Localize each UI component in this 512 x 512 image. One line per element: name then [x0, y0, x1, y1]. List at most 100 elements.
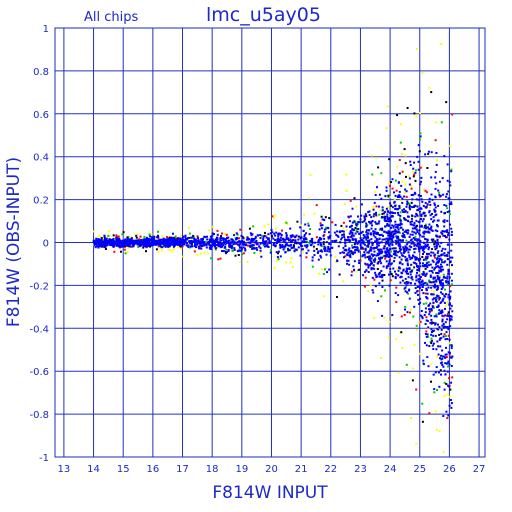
scatter-point	[434, 139, 437, 142]
scatter-point	[285, 236, 288, 239]
scatter-point	[413, 244, 416, 247]
scatter-point	[451, 113, 454, 116]
scatter-point	[385, 189, 388, 192]
scatter-point	[135, 234, 138, 237]
scatter-point	[425, 289, 428, 292]
scatter-point	[344, 244, 347, 247]
scatter-point	[428, 313, 431, 316]
scatter-point	[424, 189, 427, 192]
scatter-point	[325, 253, 328, 256]
scatter-point	[394, 212, 397, 215]
scatter-point	[406, 311, 409, 314]
scatter-point	[413, 112, 416, 115]
scatter-point	[188, 236, 191, 239]
scatter-point	[430, 193, 433, 196]
scatter-point	[404, 188, 407, 191]
scatter-point	[375, 211, 377, 214]
scatter-point	[248, 238, 250, 241]
scatter-point	[386, 210, 389, 213]
scatter-point	[414, 287, 417, 290]
scatter-point	[387, 249, 390, 252]
scatter-point	[397, 274, 400, 277]
scatter-point	[442, 415, 445, 417]
scatter-point	[134, 239, 137, 242]
scatter-point	[140, 240, 142, 243]
scatter-point	[435, 182, 438, 185]
scatter-point	[355, 227, 358, 230]
scatter-point	[213, 245, 216, 248]
scatter-point	[438, 297, 441, 299]
scatter-point	[276, 256, 279, 259]
scatter-point	[389, 279, 392, 282]
scatter-point	[412, 175, 415, 178]
scatter-point	[425, 302, 428, 305]
scatter-point	[431, 240, 434, 243]
scatter-point	[368, 210, 371, 213]
scatter-point	[289, 234, 292, 237]
scatter-point	[422, 258, 425, 261]
scatter-point	[372, 215, 375, 218]
scatter-point	[396, 114, 399, 117]
scatter-point	[171, 250, 174, 253]
scatter-point	[448, 276, 451, 279]
scatter-point	[277, 252, 279, 255]
scatter-point	[295, 248, 298, 251]
scatter-point	[324, 268, 326, 271]
scatter-point	[431, 305, 434, 308]
scatter-point	[421, 273, 424, 276]
scatter-point	[221, 250, 223, 252]
scatter-point	[434, 187, 437, 190]
scatter-point	[138, 241, 141, 244]
scatter-point	[416, 266, 419, 269]
scatter-point	[340, 238, 343, 241]
scatter-point	[436, 252, 439, 255]
scatter-point	[280, 236, 283, 239]
scatter-point	[359, 244, 362, 247]
scatter-point	[357, 221, 360, 224]
scatter-point	[380, 233, 383, 236]
scatter-point	[433, 204, 436, 206]
scatter-point	[424, 257, 427, 260]
scatter-point	[387, 262, 390, 265]
scatter-point	[352, 234, 355, 237]
scatter-point	[159, 244, 162, 247]
scatter-point	[440, 235, 443, 237]
scatter-point	[403, 210, 406, 213]
scatter-point	[271, 215, 274, 218]
scatter-point	[400, 184, 403, 187]
scatter-point	[212, 241, 215, 244]
scatter-point	[428, 270, 431, 273]
scatter-point	[403, 289, 406, 292]
scatter-point	[397, 181, 400, 184]
scatter-point	[169, 249, 172, 252]
scatter-point	[324, 216, 327, 219]
scatter-point	[441, 258, 444, 261]
scatter-point	[432, 276, 435, 279]
scatter-point	[210, 257, 213, 260]
scatter-point	[403, 208, 405, 211]
scatter-point	[385, 260, 388, 263]
scatter-point	[136, 233, 139, 236]
scatter-point	[446, 393, 449, 396]
scatter-point	[106, 241, 109, 244]
scatter-point	[304, 223, 307, 226]
scatter-point	[399, 219, 402, 222]
scatter-point	[220, 242, 223, 245]
scatter-point	[421, 72, 424, 74]
scatter-point	[375, 157, 378, 159]
scatter-point	[435, 298, 437, 301]
scatter-point	[172, 232, 174, 235]
scatter-point	[318, 236, 321, 239]
scatter-point	[233, 242, 236, 245]
scatter-point	[241, 241, 244, 244]
scatter-point	[424, 274, 427, 277]
scatter-point	[444, 288, 446, 291]
scatter-point	[431, 212, 433, 215]
scatter-point	[441, 364, 444, 366]
scatter-point	[446, 370, 449, 373]
scatter-point	[433, 297, 435, 300]
scatter-point	[445, 331, 448, 334]
scatter-point	[315, 248, 318, 250]
scatter-point	[277, 237, 280, 240]
scatter-point	[341, 251, 344, 254]
